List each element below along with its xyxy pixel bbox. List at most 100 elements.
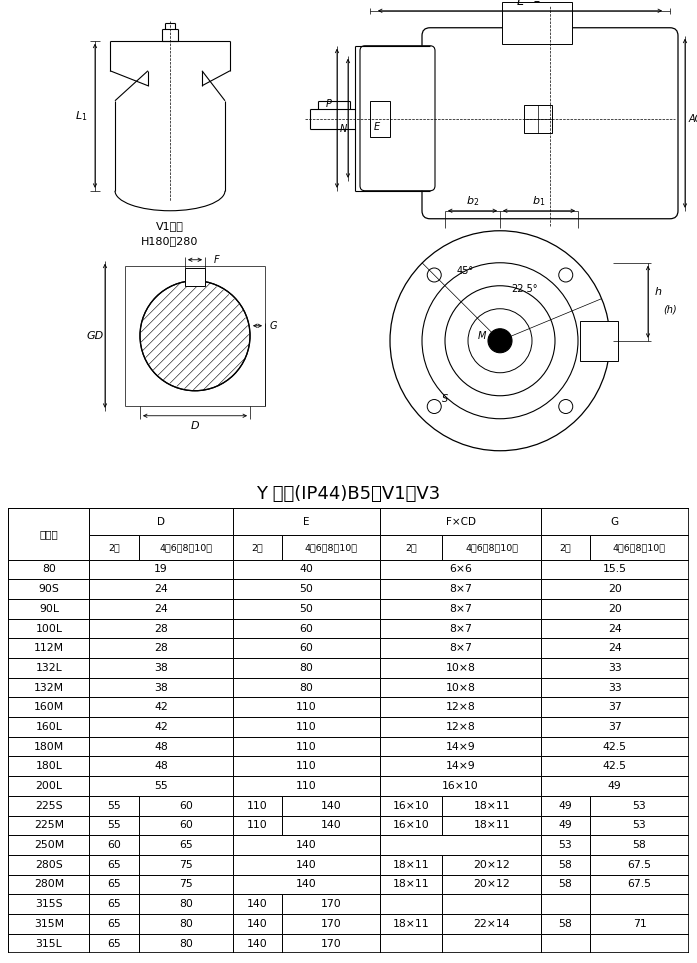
Bar [443,895,541,914]
Bar [89,599,233,618]
Bar [139,816,233,835]
Bar [541,535,590,560]
Bar [89,580,233,599]
Text: 160L: 160L [36,722,62,732]
Bar [233,697,381,717]
Text: 24: 24 [608,643,622,653]
Bar [89,795,139,816]
Bar [8,895,89,914]
Text: 180M: 180M [33,742,64,752]
Bar [443,535,541,560]
Text: E: E [374,121,380,132]
Bar [8,678,89,697]
Text: 18×11: 18×11 [473,820,510,830]
Text: 132L: 132L [36,663,62,673]
Bar [381,717,541,737]
Circle shape [559,268,573,282]
Bar [590,934,689,953]
Circle shape [390,231,610,451]
Circle shape [559,400,573,413]
Bar [381,914,443,934]
Bar [541,638,689,658]
Text: 140: 140 [321,800,342,811]
Text: 20×12: 20×12 [473,860,510,870]
Bar [443,914,541,934]
Text: 90S: 90S [38,585,59,594]
Text: 49: 49 [608,781,622,791]
Text: 19: 19 [154,564,168,575]
Text: 112M: 112M [34,643,64,653]
Text: 315M: 315M [34,919,64,929]
Text: $b_2$: $b_2$ [466,194,479,208]
Bar [381,638,541,658]
Text: 80: 80 [300,683,314,692]
Text: AC: AC [689,114,697,124]
Bar [282,816,381,835]
Bar [381,535,443,560]
Text: 280M: 280M [33,879,64,890]
Text: 12×8: 12×8 [446,702,475,713]
Bar [8,580,89,599]
Text: 24: 24 [154,585,168,594]
Text: GD: GD [86,330,104,341]
Circle shape [427,268,441,282]
Bar [233,508,381,535]
Text: 140: 140 [247,939,268,949]
Text: 58: 58 [559,879,572,890]
Text: 20: 20 [608,585,622,594]
Text: 140: 140 [247,919,268,929]
Text: 4、6、8、10极: 4、6、8、10极 [305,543,358,552]
Bar [541,914,590,934]
Text: 140: 140 [296,840,317,850]
Text: 140: 140 [296,879,317,890]
Text: 80: 80 [42,564,56,575]
Text: 4、6、8、10极: 4、6、8、10极 [613,543,666,552]
Circle shape [422,263,578,419]
Text: 140: 140 [296,860,317,870]
Text: N: N [339,124,347,134]
Text: 53: 53 [633,820,646,830]
Bar [541,835,590,855]
Text: 42: 42 [154,722,168,732]
Bar [233,776,381,795]
Text: F×CD: F×CD [445,517,475,527]
Text: 67.5: 67.5 [627,879,652,890]
Text: V1结构: V1结构 [156,221,184,231]
Bar [590,835,689,855]
Text: 170: 170 [321,899,342,909]
Text: 160M: 160M [33,702,64,713]
Text: 170: 170 [321,919,342,929]
Text: 33: 33 [608,663,622,673]
Bar [443,795,541,816]
Bar [8,638,89,658]
Bar [381,874,443,895]
Bar [541,599,689,618]
Bar [8,855,89,874]
Text: 67.5: 67.5 [627,860,652,870]
Bar [381,618,541,638]
Text: 65: 65 [107,899,121,909]
Text: 37: 37 [608,722,622,732]
Bar [502,2,572,43]
Bar [8,599,89,618]
Bar [233,874,381,895]
Bar [8,795,89,816]
Circle shape [488,328,512,352]
Bar [8,835,89,855]
Bar [89,934,139,953]
Bar [233,835,381,855]
Text: 200L: 200L [36,781,63,791]
Text: H180～280: H180～280 [141,236,199,246]
Bar [8,757,89,776]
Bar [89,535,139,560]
Bar [443,816,541,835]
Bar [233,638,381,658]
Text: 37: 37 [608,702,622,713]
Text: 65: 65 [107,939,121,949]
Bar [233,599,381,618]
Circle shape [445,286,555,396]
Bar [8,914,89,934]
Text: 58: 58 [559,919,572,929]
Bar [443,934,541,953]
Bar [541,658,689,678]
